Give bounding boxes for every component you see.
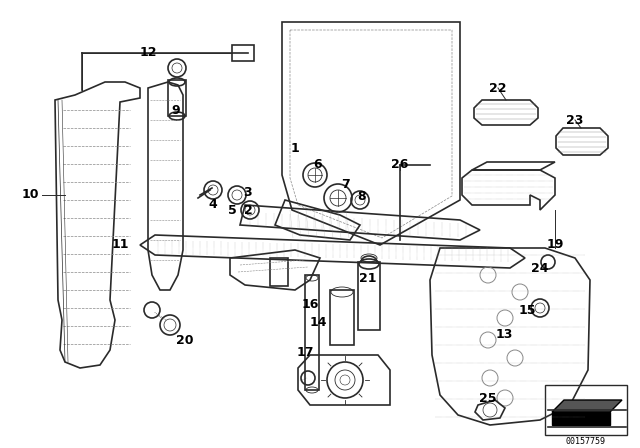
- Text: 7: 7: [342, 178, 350, 191]
- Text: 4: 4: [209, 198, 218, 211]
- Text: 14: 14: [309, 315, 327, 328]
- Text: 15: 15: [518, 303, 536, 316]
- Bar: [545, 385, 627, 435]
- Text: 3: 3: [244, 186, 252, 199]
- Text: 17: 17: [296, 345, 314, 358]
- Text: 25: 25: [479, 392, 497, 405]
- Text: 26: 26: [391, 159, 409, 172]
- Text: 21: 21: [359, 271, 377, 284]
- Text: 19: 19: [547, 238, 564, 251]
- Text: 13: 13: [495, 328, 513, 341]
- Text: 22: 22: [489, 82, 507, 95]
- Bar: [305, 275, 319, 390]
- Text: 24: 24: [531, 262, 548, 275]
- Bar: [232, 45, 254, 61]
- Text: 9: 9: [172, 103, 180, 116]
- Text: 8: 8: [358, 190, 366, 203]
- Text: 00157759: 00157759: [566, 438, 606, 447]
- Bar: [168, 80, 186, 116]
- Bar: [330, 290, 354, 345]
- Text: 10: 10: [21, 189, 39, 202]
- Text: 6: 6: [314, 159, 323, 172]
- Bar: [270, 258, 288, 286]
- Text: 20: 20: [176, 333, 194, 346]
- Text: 2: 2: [244, 203, 252, 216]
- Text: 1: 1: [291, 142, 300, 155]
- Polygon shape: [552, 412, 610, 425]
- Text: 12: 12: [140, 47, 157, 60]
- Text: 16: 16: [301, 298, 319, 311]
- Bar: [358, 262, 380, 330]
- Text: 23: 23: [566, 113, 584, 126]
- Text: 5: 5: [228, 203, 236, 216]
- Polygon shape: [552, 400, 622, 412]
- Text: 11: 11: [111, 238, 129, 251]
